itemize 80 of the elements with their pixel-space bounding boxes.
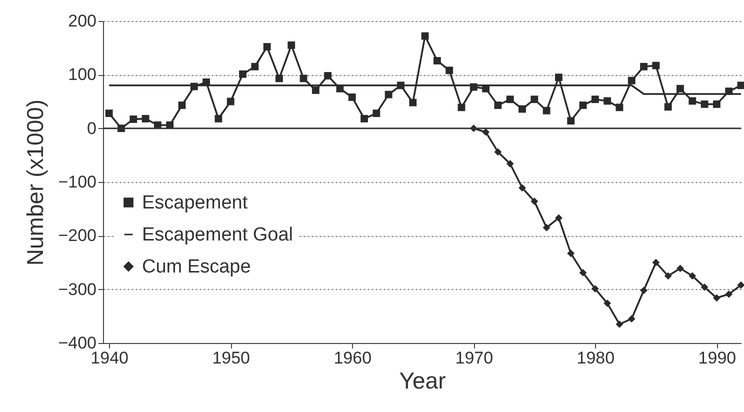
point: [482, 128, 490, 136]
point: [616, 320, 624, 328]
legend-label: Cum Escape: [142, 256, 251, 278]
point: [616, 104, 624, 112]
point: [579, 102, 587, 109]
x-tick-label: 1950: [212, 348, 250, 368]
point: [652, 62, 660, 70]
point: [712, 100, 720, 108]
point: [263, 43, 271, 50]
point: [142, 114, 150, 122]
legend-label: Escapement Goal: [142, 224, 294, 246]
y-tick-label: 0: [87, 118, 96, 138]
y-tick-label: −100: [58, 172, 96, 192]
y-tick-label: −300: [58, 280, 96, 299]
point: [312, 86, 320, 94]
y-tick-label: 100: [68, 65, 96, 84]
point: [348, 94, 356, 101]
x-tick-label: 1990: [698, 348, 736, 368]
y-tick-label: 200: [68, 12, 96, 30]
point: [688, 97, 696, 105]
point: [518, 105, 526, 113]
point: [530, 96, 538, 104]
point: [737, 82, 744, 90]
point: [652, 258, 660, 266]
point: [288, 41, 296, 49]
point: [384, 90, 392, 98]
point: [664, 103, 672, 111]
point: [628, 315, 636, 323]
point: [640, 62, 648, 70]
point: [446, 66, 454, 74]
point: [494, 102, 502, 109]
point: [712, 294, 720, 302]
point: [372, 110, 380, 118]
point: [737, 281, 744, 289]
x-tick-label: 1980: [576, 348, 615, 368]
point: [542, 106, 550, 114]
point: [567, 250, 575, 258]
point: [604, 300, 612, 307]
point: [591, 285, 599, 293]
point: [276, 74, 283, 82]
point: [409, 98, 417, 106]
point: [676, 264, 684, 272]
point: [130, 116, 138, 123]
point: [579, 268, 587, 276]
point: [239, 70, 246, 78]
point: [506, 96, 514, 104]
point: [676, 84, 684, 92]
point: [324, 72, 332, 80]
point: [700, 283, 708, 291]
point: [105, 110, 113, 118]
legend-label: Escapement: [142, 192, 248, 214]
point: [591, 96, 599, 104]
point: [226, 98, 234, 106]
point: [530, 198, 538, 206]
point: [458, 104, 466, 112]
point: [628, 76, 636, 84]
point: [178, 102, 186, 109]
point: [433, 57, 441, 64]
y-tick-label: −200: [58, 226, 96, 246]
point: [664, 272, 672, 280]
point: [640, 286, 648, 294]
y-axis-title: Number (x1000): [22, 99, 48, 266]
point: [251, 62, 259, 70]
point: [688, 272, 696, 280]
x-tick-label: 1970: [455, 348, 494, 368]
point: [360, 114, 368, 122]
point: [567, 117, 575, 125]
point: [555, 74, 562, 82]
point: [214, 114, 222, 122]
point: [604, 97, 612, 105]
x-tick-label: 1960: [334, 348, 372, 368]
point: [518, 184, 526, 192]
point: [494, 148, 502, 156]
point: [700, 100, 708, 108]
point: [506, 160, 514, 168]
point: [725, 290, 733, 298]
point: [300, 74, 308, 82]
point: [555, 214, 562, 222]
x-axis-title: Year: [399, 368, 446, 394]
point: [542, 224, 550, 232]
